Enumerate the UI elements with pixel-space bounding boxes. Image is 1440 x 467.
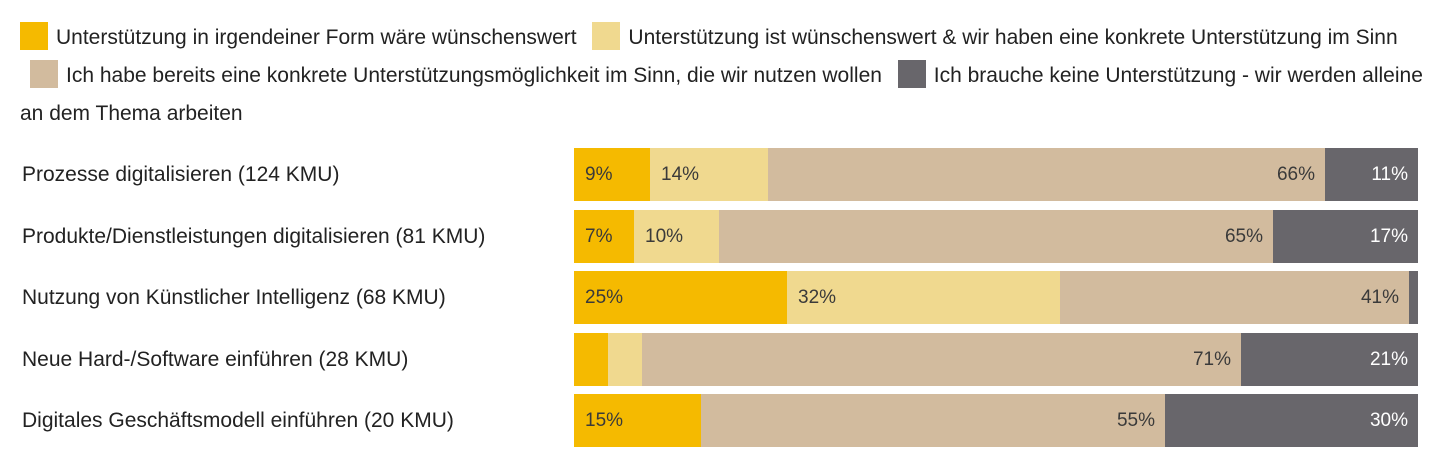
bar-segment <box>574 148 650 201</box>
data-label: 17% <box>1369 226 1408 247</box>
bar-segment <box>1409 271 1418 324</box>
bar-row: Nutzung von Künstlicher Intelligenz (68 … <box>0 271 1440 324</box>
legend-item-any-support: Unterstützung in irgendeiner Form wäre w… <box>20 22 577 50</box>
data-label: 25% <box>585 287 624 308</box>
data-label: 65% <box>1224 226 1263 247</box>
bar-segment <box>1241 333 1418 386</box>
bar-segment <box>574 394 701 447</box>
legend-item-concrete-support: Unterstützung ist wünschenswert & wir ha… <box>582 22 1398 50</box>
bar-segment <box>642 333 1241 386</box>
legend-swatch <box>592 22 621 50</box>
stacked-bar: 15% 55% 30% <box>574 394 1418 447</box>
data-label: 32% <box>798 287 837 308</box>
data-label: 41% <box>1360 287 1399 308</box>
chart-legend: Unterstützung in irgendeiner Form wäre w… <box>20 19 1425 133</box>
legend-label: Unterstützung ist wünschenswert & wir ha… <box>628 26 1398 49</box>
bar-row: Digitales Geschäftsmodell einführen (20 … <box>0 394 1440 447</box>
bar-segment <box>1060 271 1409 324</box>
data-label: 21% <box>1369 349 1408 370</box>
bar-segment <box>634 210 719 263</box>
category-label: Nutzung von Künstlicher Intelligenz (68 … <box>22 286 446 309</box>
bar-segment <box>574 271 787 324</box>
legend-swatch <box>897 60 926 88</box>
category-label: Digitales Geschäftsmodell einführen (20 … <box>22 409 454 432</box>
data-label: 14% <box>661 164 700 185</box>
bar-row: Prozesse digitalisieren (124 KMU) 9% 14% 66… <box>0 148 1440 201</box>
legend-label: Ich brauche keine Unterstützung - wir we… <box>20 64 1423 125</box>
category-label: Prozesse digitalisieren (124 KMU) <box>22 163 340 186</box>
bar-segment <box>787 271 1060 324</box>
data-label: 10% <box>645 226 684 247</box>
bar-segment <box>719 210 1273 263</box>
bar-segment <box>1325 148 1418 201</box>
category-label: Produkte/Dienstleistungen digitalisieren… <box>22 225 486 248</box>
data-label: 9% <box>585 164 613 185</box>
bar-segment <box>650 148 768 201</box>
bar-segment <box>574 333 608 386</box>
bar-row: Produkte/Dienstleistungen digitalisieren… <box>0 210 1440 263</box>
legend-swatch <box>20 22 48 50</box>
bar-segment <box>574 210 634 263</box>
legend-item-no-support: Ich brauche keine Unterstützung - wir we… <box>20 60 1423 125</box>
bar-segment <box>1165 394 1418 447</box>
data-label: 15% <box>585 410 624 431</box>
legend-label: Ich habe bereits eine konkrete Unterstüt… <box>66 64 882 87</box>
legend-item-existing-option: Ich habe bereits eine konkrete Unterstüt… <box>20 60 882 88</box>
legend-swatch <box>30 60 58 88</box>
category-label: Neue Hard-/Software einführen (28 KMU) <box>22 348 409 371</box>
stacked-bar: 9% 14% 66% 11% <box>574 148 1418 201</box>
data-label: 55% <box>1116 410 1155 431</box>
bar-segment <box>768 148 1325 201</box>
stacked-bar: 71% 21% <box>574 333 1418 386</box>
data-label: 11% <box>1371 164 1408 185</box>
bar-row: Neue Hard-/Software einführen (28 KMU) 71… <box>0 333 1440 386</box>
data-label: 7% <box>585 226 613 247</box>
data-label: 66% <box>1276 164 1315 185</box>
data-label: 30% <box>1369 410 1408 431</box>
legend-label: Unterstützung in irgendeiner Form wäre w… <box>56 26 577 49</box>
bar-segment <box>1273 210 1418 263</box>
bar-segment <box>608 333 642 386</box>
data-label: 71% <box>1192 349 1231 370</box>
stacked-bar: 25% 32% 41% <box>574 271 1418 324</box>
stacked-bar: 7% 10% 65% 17% <box>574 210 1418 263</box>
bar-segment <box>701 394 1165 447</box>
